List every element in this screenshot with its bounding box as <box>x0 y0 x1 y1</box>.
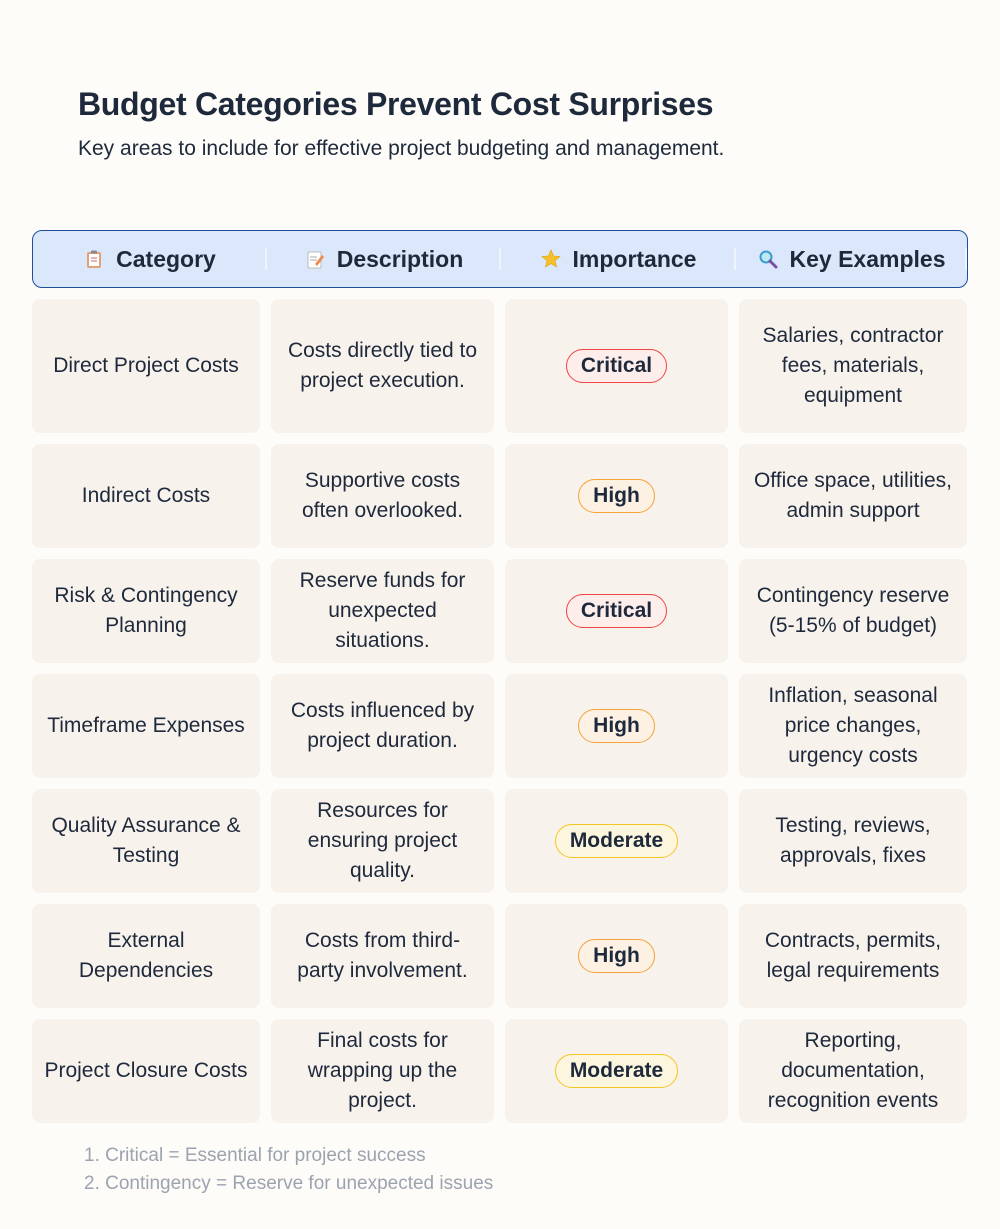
header-label: Category <box>116 245 216 272</box>
table-cell: Reporting, documentation, recognition ev… <box>739 1019 967 1123</box>
table-cell: Direct Project Costs <box>32 299 260 433</box>
table-header: Category Description Importance Key Exam… <box>32 230 968 288</box>
table-cell: Critical <box>505 559 728 663</box>
importance-badge: Critical <box>565 594 668 628</box>
table-cell: High <box>505 444 728 548</box>
table-cell: Costs influenced by project duration. <box>271 674 494 778</box>
table-cell: Contracts, permits, legal requirements <box>739 904 967 1008</box>
importance-badge: High <box>578 479 655 513</box>
importance-badge: High <box>578 709 655 743</box>
title: Budget Categories Prevent Cost Surprises <box>78 86 714 122</box>
table-cell: Costs directly tied to project execution… <box>271 299 494 433</box>
footnote: 1. Critical = Essential for project succ… <box>84 1145 426 1166</box>
table-cell: Inflation, seasonal price changes, urgen… <box>739 674 967 778</box>
table-cell: Risk & Contingency Planning <box>32 559 260 663</box>
clipboard-icon <box>87 250 102 268</box>
table-cell: Supportive costs often overlooked. <box>271 444 494 548</box>
footnote: 2. Contingency = Reserve for unexpected … <box>84 1173 494 1194</box>
table-cell: Testing, reviews, approvals, fixes <box>739 789 967 893</box>
table-cell: Office space, utilities, admin support <box>739 444 967 548</box>
header-label: Key Examples <box>789 245 946 272</box>
header-label: Description <box>336 245 464 272</box>
star-icon <box>540 249 561 268</box>
table-cell: Quality Assurance & Testing <box>32 789 260 893</box>
table-cell: External Dependencies <box>32 904 260 1008</box>
table-cell: Resources for ensuring project quality. <box>271 789 494 893</box>
table-cell: Project Closure Costs <box>32 1019 260 1123</box>
header-cell: Importance <box>501 231 736 287</box>
importance-badge: Moderate <box>554 824 679 858</box>
importance-badge: Critical <box>565 349 668 383</box>
table-cell: Indirect Costs <box>32 444 260 548</box>
subtitle: Key areas to include for effective proje… <box>78 137 725 160</box>
table-cell: Salaries, contractor fees, materials, eq… <box>739 299 967 433</box>
table-cell: Final costs for wrapping up the project. <box>271 1019 494 1123</box>
importance-badge: Moderate <box>554 1054 679 1088</box>
memo-icon <box>307 251 324 269</box>
table-cell: Moderate <box>505 1019 728 1123</box>
header-cell: Description <box>267 231 501 287</box>
table-cell: High <box>505 904 728 1008</box>
header-cell: Key Examples <box>736 231 967 287</box>
table-cell: Moderate <box>505 789 728 893</box>
footnotes: 1. Critical = Essential for project succ… <box>84 1142 493 1198</box>
table-cell: Reserve funds for unexpected situations. <box>271 559 494 663</box>
table-cell: Costs from third-party involvement. <box>271 904 494 1008</box>
table-cell: Contingency reserve (5-15% of budget) <box>739 559 967 663</box>
table-cell: High <box>505 674 728 778</box>
table-cell: Timeframe Expenses <box>32 674 260 778</box>
importance-badge: High <box>578 939 655 973</box>
table-cell: Critical <box>505 299 728 433</box>
table-body: Direct Project Costs Costs directly tied … <box>32 299 967 1123</box>
magnifier-icon <box>759 250 777 269</box>
header-label: Importance <box>572 245 697 272</box>
header-cell: Category <box>33 231 267 287</box>
